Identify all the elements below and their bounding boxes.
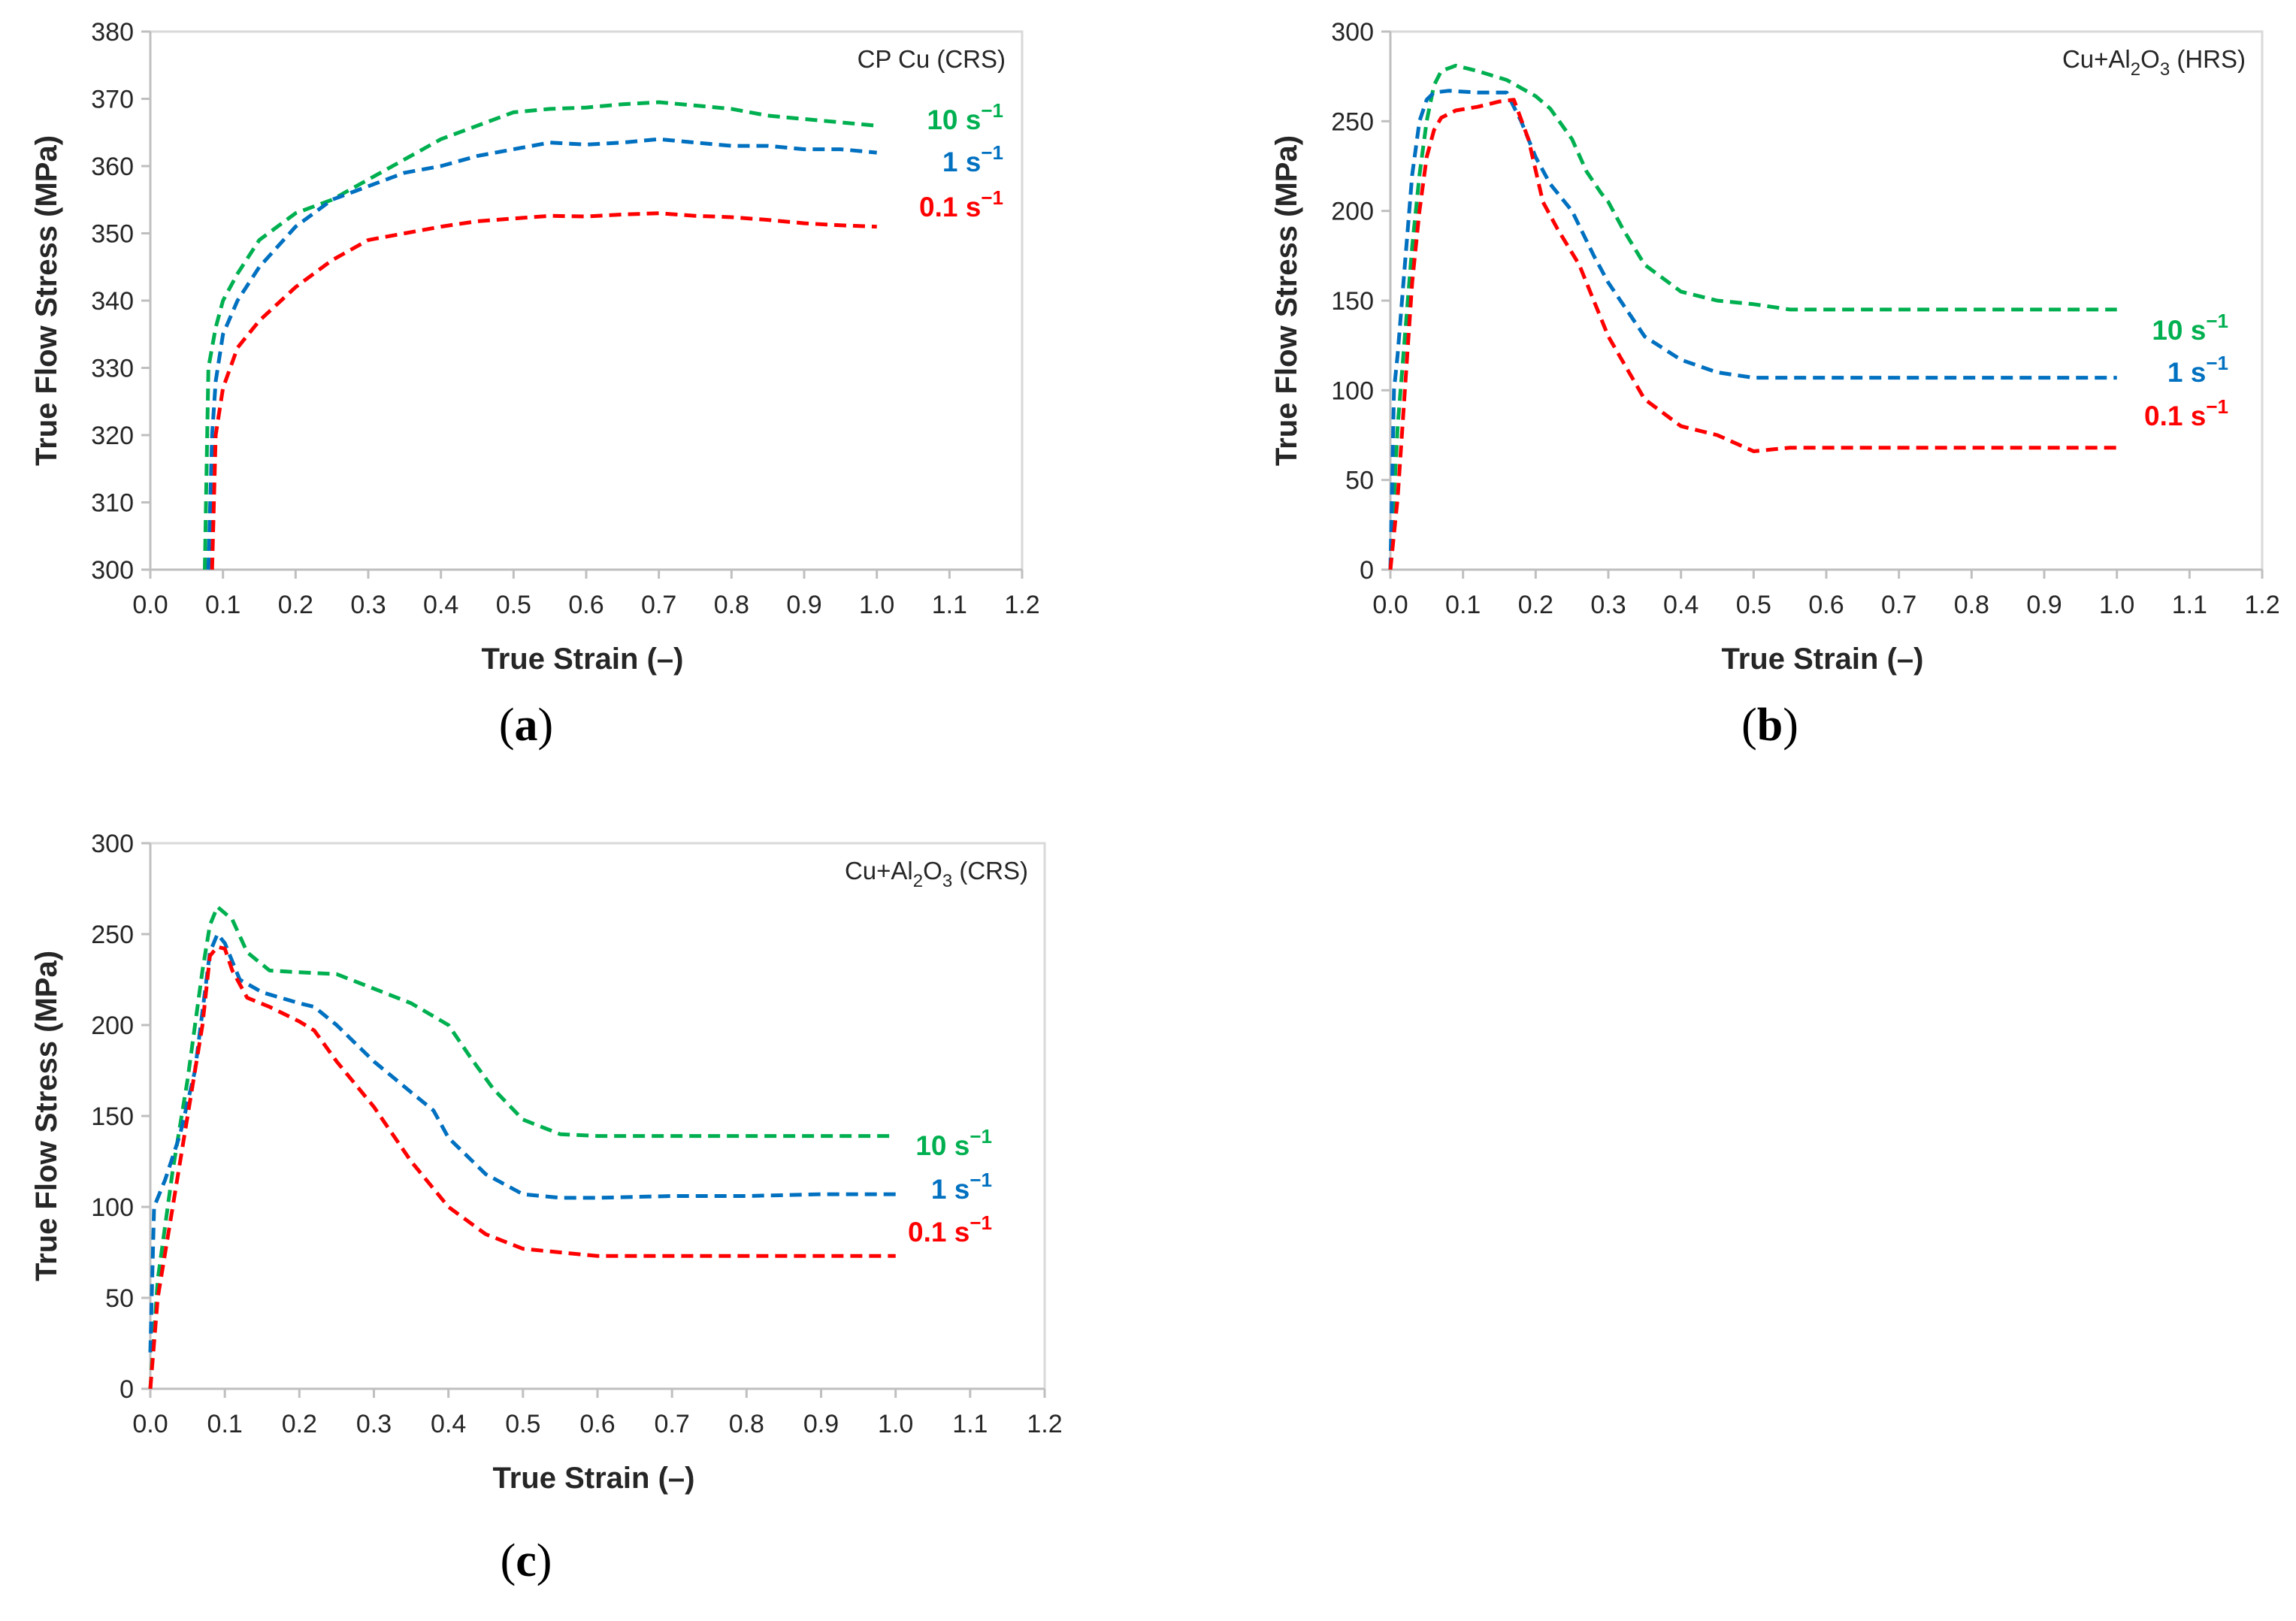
series-label-2: 0.1 s−1 xyxy=(919,186,1003,222)
x-tick-label: 0.3 xyxy=(1590,591,1626,619)
x-tick-label: 0.6 xyxy=(579,1410,615,1438)
chart-title: CP Cu (CRS) xyxy=(858,45,1006,73)
y-tick-label: 0 xyxy=(119,1375,134,1404)
x-tick-label: 0.9 xyxy=(2026,591,2062,619)
x-tick-label: 1.2 xyxy=(1004,591,1039,619)
x-tick-label: 1.1 xyxy=(2172,591,2207,619)
series-line-1 xyxy=(206,137,877,570)
x-tick-label: 1.1 xyxy=(952,1410,988,1438)
y-tick-label: 100 xyxy=(91,1193,134,1222)
x-tick-label: 0.7 xyxy=(1881,591,1916,619)
x-tick-label: 0.2 xyxy=(1518,591,1553,619)
chart-title: Cu+Al2O3 (CRS) xyxy=(845,857,1028,891)
chart-panel-b: 0 50 100 150 200 250 300 0.0 0.1 0.2 0.3 0.4 0.5 0.6 0… xyxy=(1270,18,2280,676)
x-tick-label: 0.8 xyxy=(714,591,749,619)
y-tick-label: 50 xyxy=(1345,467,1374,495)
x-tick-label: 0.3 xyxy=(350,591,386,619)
x-tick-label: 0.0 xyxy=(1372,591,1408,619)
series-line-2 xyxy=(148,945,896,1390)
x-tick-label: 1.0 xyxy=(859,591,894,619)
x-tick-label: 0.8 xyxy=(729,1410,764,1438)
series-label-0: 10 s−1 xyxy=(927,99,1003,135)
x-tick-label: 0.9 xyxy=(786,591,821,619)
y-tick-label: 360 xyxy=(91,153,134,181)
panel-letter: (c) xyxy=(501,1535,552,1586)
x-tick-label: 0.4 xyxy=(1663,591,1699,619)
y-tick-label: 380 xyxy=(91,18,134,47)
x-tick-label: 1.0 xyxy=(878,1410,913,1438)
x-tick-label: 1.0 xyxy=(2099,591,2134,619)
x-tick-label: 0.5 xyxy=(1736,591,1771,619)
series-label-1: 1 s−1 xyxy=(931,1169,992,1205)
y-tick-label: 250 xyxy=(1331,107,1374,136)
y-tick-label: 250 xyxy=(91,921,134,949)
x-tick-label: 0.2 xyxy=(278,591,313,619)
y-tick-label: 50 xyxy=(105,1284,134,1313)
x-axis-title: True Strain (–) xyxy=(1722,643,1924,676)
y-tick-label: 300 xyxy=(91,830,134,858)
series-line-2 xyxy=(1388,98,2117,570)
series-label-0: 10 s−1 xyxy=(2152,310,2228,346)
y-tick-label: 340 xyxy=(91,287,134,316)
y-tick-label: 200 xyxy=(1331,198,1374,226)
x-tick-label: 0.2 xyxy=(282,1410,317,1438)
y-axis-title: True Flow Stress (MPa) xyxy=(1270,135,1303,466)
series-line-0 xyxy=(203,100,877,570)
x-tick-label: 0.8 xyxy=(1954,591,1989,619)
series-label-0: 10 s−1 xyxy=(915,1125,992,1161)
x-tick-label: 0.7 xyxy=(655,1410,690,1438)
x-tick-label: 0.3 xyxy=(356,1410,392,1438)
chart-panel-a: 300 310 320 330 340 350 360 370 380 0.0 0.1 0.2 0.3 0… xyxy=(30,18,1040,676)
series-label-1: 1 s−1 xyxy=(942,141,1003,177)
y-tick-label: 200 xyxy=(91,1012,134,1040)
y-tick-label: 0 xyxy=(1360,556,1374,585)
y-tick-label: 320 xyxy=(91,422,134,450)
chart-panel-c: 0 50 100 150 200 250 300 0.0 0.1 0.2 0.3 0.4 0.5 0.6 0… xyxy=(30,830,1063,1495)
y-tick-label: 350 xyxy=(91,220,134,249)
y-axis-title: True Flow Stress (MPa) xyxy=(30,951,63,1281)
y-tick-label: 370 xyxy=(91,86,134,114)
x-tick-label: 1.2 xyxy=(1027,1410,1062,1438)
x-tick-label: 0.1 xyxy=(1445,591,1481,619)
series-label-2: 0.1 s−1 xyxy=(2144,395,2228,431)
series-line-1 xyxy=(1388,89,2117,570)
x-tick-label: 0.4 xyxy=(423,591,458,619)
x-tick-label: 0.5 xyxy=(505,1410,540,1438)
y-tick-label: 300 xyxy=(1331,18,1374,47)
y-tick-label: 300 xyxy=(91,556,134,585)
x-tick-label: 1.1 xyxy=(932,591,967,619)
x-tick-label: 0.7 xyxy=(641,591,676,619)
series-line-0 xyxy=(1388,63,2117,570)
y-axis-title: True Flow Stress (MPa) xyxy=(30,135,63,466)
y-tick-label: 150 xyxy=(1331,287,1374,316)
y-tick-label: 100 xyxy=(1331,377,1374,405)
x-tick-label: 0.9 xyxy=(803,1410,839,1438)
x-tick-label: 0.6 xyxy=(568,591,603,619)
x-axis-title: True Strain (–) xyxy=(482,643,684,676)
panel-letter: (b) xyxy=(1741,700,1798,751)
x-tick-label: 0.1 xyxy=(207,1410,243,1438)
x-tick-label: 0.1 xyxy=(205,591,240,619)
x-tick-label: 0.0 xyxy=(132,1410,168,1438)
x-axis-title: True Strain (–) xyxy=(493,1462,695,1495)
x-tick-label: 0.6 xyxy=(1808,591,1844,619)
series-line-0 xyxy=(148,905,896,1390)
series-label-2: 0.1 s−1 xyxy=(908,1211,992,1248)
x-tick-label: 0.4 xyxy=(431,1410,466,1438)
y-tick-label: 150 xyxy=(91,1102,134,1131)
y-tick-label: 310 xyxy=(91,489,134,518)
x-tick-label: 0.5 xyxy=(496,591,531,619)
x-tick-label: 0.0 xyxy=(132,591,168,619)
chart-title: Cu+Al2O3 (HRS) xyxy=(2062,45,2246,80)
x-tick-label: 1.2 xyxy=(2244,591,2279,619)
panel-letter: (a) xyxy=(499,700,553,751)
series-line-2 xyxy=(210,211,877,570)
y-tick-label: 330 xyxy=(91,355,134,383)
series-label-1: 1 s−1 xyxy=(2167,352,2228,388)
